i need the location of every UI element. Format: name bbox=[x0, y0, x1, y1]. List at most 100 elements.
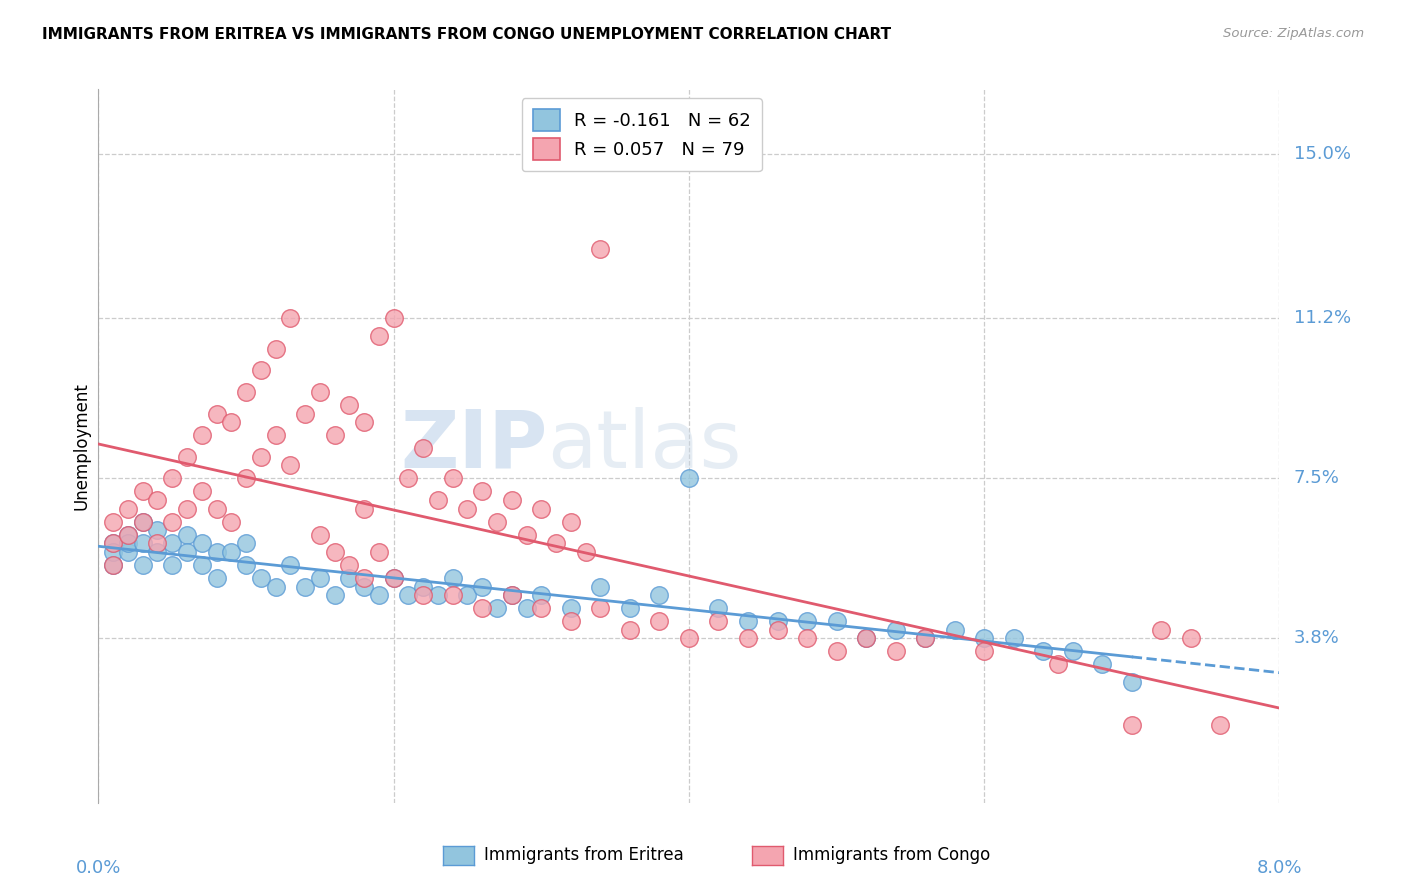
Point bbox=[117, 545, 139, 559]
Point bbox=[219, 515, 242, 529]
Point bbox=[278, 458, 301, 473]
Point bbox=[589, 580, 612, 594]
Point bbox=[825, 644, 848, 658]
Point bbox=[648, 614, 671, 628]
Point bbox=[426, 493, 449, 508]
Point bbox=[250, 571, 273, 585]
Point bbox=[250, 363, 273, 377]
Point bbox=[485, 601, 508, 615]
Text: 0.0%: 0.0% bbox=[76, 859, 121, 877]
Text: Immigrants from Congo: Immigrants from Congo bbox=[793, 847, 990, 864]
Point bbox=[132, 515, 155, 529]
Point bbox=[530, 601, 553, 615]
Point bbox=[973, 632, 995, 646]
Point bbox=[353, 571, 375, 585]
Point bbox=[323, 588, 346, 602]
Point bbox=[426, 588, 449, 602]
Point bbox=[353, 415, 375, 429]
Text: Immigrants from Eritrea: Immigrants from Eritrea bbox=[484, 847, 683, 864]
Point bbox=[471, 601, 494, 615]
Point bbox=[191, 536, 214, 550]
Point bbox=[855, 632, 877, 646]
Point bbox=[117, 536, 139, 550]
Point bbox=[337, 571, 360, 585]
Point bbox=[574, 545, 596, 559]
Point bbox=[250, 450, 273, 464]
Point bbox=[515, 527, 537, 541]
Point bbox=[308, 571, 332, 585]
Point bbox=[205, 571, 228, 585]
Point bbox=[560, 601, 582, 615]
Point bbox=[441, 571, 464, 585]
Point bbox=[914, 632, 936, 646]
Point bbox=[132, 558, 155, 572]
Point bbox=[501, 493, 523, 508]
Text: IMMIGRANTS FROM ERITREA VS IMMIGRANTS FROM CONGO UNEMPLOYMENT CORRELATION CHART: IMMIGRANTS FROM ERITREA VS IMMIGRANTS FR… bbox=[42, 27, 891, 42]
Point bbox=[117, 527, 139, 541]
Point bbox=[1091, 657, 1114, 672]
Point bbox=[205, 501, 228, 516]
Text: 7.5%: 7.5% bbox=[1294, 469, 1340, 487]
Text: 11.2%: 11.2% bbox=[1294, 310, 1351, 327]
Point bbox=[103, 558, 124, 572]
Point bbox=[619, 601, 641, 615]
Point bbox=[117, 527, 139, 541]
Point bbox=[294, 580, 316, 594]
Point bbox=[219, 545, 242, 559]
Point bbox=[1062, 644, 1084, 658]
Point bbox=[530, 588, 553, 602]
Point bbox=[146, 493, 169, 508]
Point bbox=[103, 545, 124, 559]
Point bbox=[103, 558, 124, 572]
Point bbox=[412, 441, 434, 455]
Point bbox=[544, 536, 567, 550]
Point bbox=[191, 484, 214, 499]
Y-axis label: Unemployment: Unemployment bbox=[72, 382, 90, 510]
Point bbox=[1032, 644, 1054, 658]
Point bbox=[1121, 718, 1143, 732]
Text: ZIP: ZIP bbox=[399, 407, 547, 485]
Point bbox=[278, 311, 301, 326]
Point bbox=[737, 614, 759, 628]
Point bbox=[146, 524, 169, 538]
Point bbox=[162, 471, 183, 485]
Point bbox=[796, 632, 818, 646]
Point bbox=[176, 450, 198, 464]
Point bbox=[456, 588, 478, 602]
Point bbox=[589, 242, 612, 256]
Point bbox=[264, 428, 287, 442]
Point bbox=[103, 536, 124, 550]
Point bbox=[294, 407, 316, 421]
Point bbox=[884, 623, 907, 637]
Point bbox=[308, 527, 332, 541]
Text: atlas: atlas bbox=[547, 407, 741, 485]
Point bbox=[323, 428, 346, 442]
Point bbox=[117, 501, 139, 516]
Point bbox=[264, 580, 287, 594]
Point bbox=[1121, 674, 1143, 689]
Point bbox=[176, 527, 198, 541]
Point bbox=[353, 580, 375, 594]
Point bbox=[501, 588, 523, 602]
Point bbox=[132, 515, 155, 529]
Point bbox=[796, 614, 818, 628]
Point bbox=[441, 471, 464, 485]
Point bbox=[235, 384, 257, 399]
Point bbox=[515, 601, 537, 615]
Point bbox=[1002, 632, 1025, 646]
Point bbox=[337, 558, 360, 572]
Point bbox=[308, 384, 332, 399]
Point bbox=[412, 580, 434, 594]
Point bbox=[1046, 657, 1069, 672]
Point bbox=[396, 471, 419, 485]
Point bbox=[235, 471, 257, 485]
Point bbox=[560, 515, 582, 529]
Point bbox=[914, 632, 936, 646]
Point bbox=[766, 623, 789, 637]
Point bbox=[855, 632, 877, 646]
Point bbox=[367, 588, 389, 602]
Point bbox=[678, 632, 700, 646]
Point bbox=[825, 614, 848, 628]
Point bbox=[235, 558, 257, 572]
Point bbox=[205, 545, 228, 559]
